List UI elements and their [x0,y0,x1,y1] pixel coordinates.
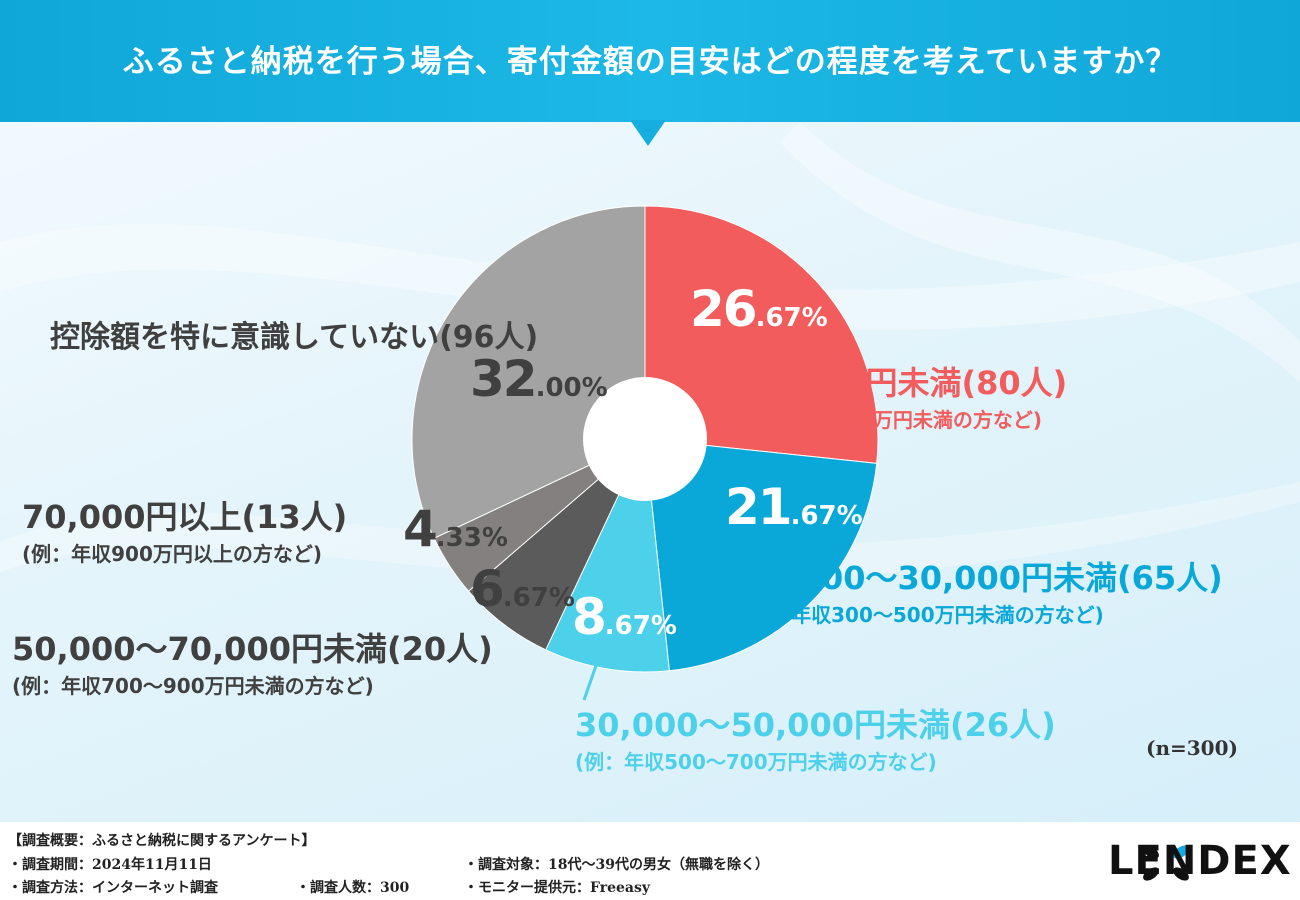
survey-overview: 【調査概要：ふるさと納税に関するアンケート】 [8,833,316,849]
pct-label-3: 6.67% [470,560,575,618]
survey-period: ・調査期間：2024年11月11日 [8,857,212,873]
leader-line [582,659,600,701]
pct-label-1: 21.67% [725,478,863,536]
donut-hole [583,377,707,501]
logo-text: LENDEX [1108,838,1292,884]
pct-label-2: 8.67% [572,588,677,646]
category-label-5: 控除額を特に意識していない(96人) [50,320,539,355]
sample-size-label: (n=300) [1146,736,1238,760]
pct-label-4: 4.33% [403,500,508,558]
survey-count: ・調査人数：300 [296,880,410,896]
donut-chart [411,205,879,701]
category-label-2: 30,000～50,000円未満(26人) (例：年収500～700万円未満の方… [575,706,1056,774]
pie-slice-1 [644,438,878,672]
survey-provider: ・モニター提供元：Freeasy [464,880,650,896]
pct-label-0: 26.67% [690,280,828,338]
category-label-0: 10,000円未満(80人) (例：年収300万円未満の方など) [742,364,1068,432]
page-title: ふるさと納税を行う場合、寄付金額の目安はどの程度を考えていますか？ [122,44,1178,80]
footer [0,822,1300,900]
category-label-3: 50,000～70,000円未満(20人) (例：年収700～900万円未満の方… [12,630,493,698]
survey-target: ・調査対象：18代～39代の男女（無職を除く） [464,857,769,873]
category-label-1: 10,000～30,000円未満(65人) (例：年収300～500万円未満の方… [742,559,1223,627]
pie-slice-0 [644,205,879,464]
category-label-4: 70,000円以上(13人) (例：年収900万円以上の方など) [22,498,348,566]
pct-label-5: 32.00% [470,350,608,408]
background-waves [0,122,1300,581]
survey-method: ・調査方法：インターネット調査 [8,880,218,896]
header-pointer [630,120,666,146]
header-banner [0,0,1300,122]
lendex-logo-icon [1143,845,1189,881]
